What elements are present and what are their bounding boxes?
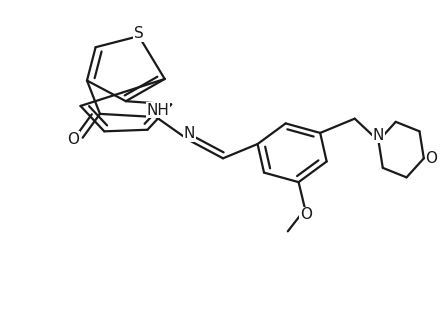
Text: N: N: [183, 126, 195, 141]
Text: S: S: [134, 26, 144, 41]
Text: O: O: [426, 151, 437, 166]
Text: O: O: [300, 207, 312, 222]
Text: O: O: [67, 132, 79, 147]
Text: NH: NH: [147, 103, 170, 118]
Text: N: N: [373, 128, 384, 143]
